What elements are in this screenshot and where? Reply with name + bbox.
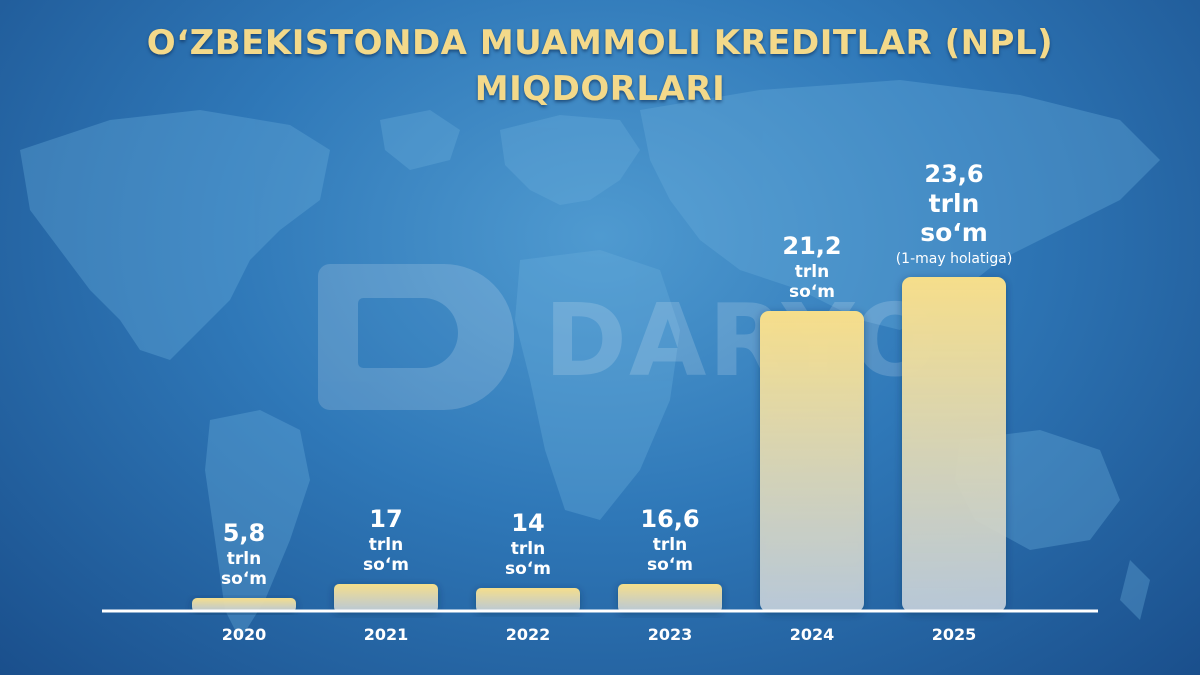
chart-title: O‘ZBEKISTONDA MUAMMOLI KREDITLAR (NPL) M…: [0, 20, 1200, 112]
unit-label: so‘m: [647, 555, 693, 575]
data-label: 23,6: [924, 160, 983, 188]
x-tick-label: 2024: [790, 625, 835, 644]
title-line-1: O‘ZBEKISTONDA MUAMMOLI KREDITLAR (NPL): [146, 23, 1054, 63]
x-tick-label: 2020: [222, 625, 267, 644]
unit-label: trln: [511, 539, 545, 559]
data-label: 21,2: [782, 232, 841, 260]
x-tick-label: 2021: [364, 625, 409, 644]
watermark-logo-icon: [318, 264, 514, 410]
unit-label: trln: [795, 262, 829, 282]
bar-2025: [902, 277, 1006, 612]
x-tick-label: 2025: [932, 625, 977, 644]
x-tick-label: 2022: [506, 625, 551, 644]
unit-label: so‘m: [363, 555, 409, 575]
data-note: (1-may holatiga): [896, 251, 1013, 267]
unit-label: trln: [369, 535, 403, 555]
bar-2021: [334, 584, 438, 612]
data-label: 5,8: [223, 519, 266, 547]
unit-label: so‘m: [505, 559, 551, 579]
bar-2022: [476, 588, 580, 612]
x-tick-label: 2023: [648, 625, 693, 644]
unit-label: trln: [227, 549, 261, 569]
unit-label: so‘m: [920, 218, 988, 247]
data-label: 16,6: [640, 505, 699, 533]
bar-2024: [760, 311, 864, 612]
unit-label: trln: [653, 535, 687, 555]
watermark: DARYO: [318, 264, 938, 414]
bar-2023: [618, 584, 722, 612]
unit-label: so‘m: [221, 569, 267, 589]
watermark-text: DARYO: [544, 282, 940, 399]
title-line-2: MIQDORLARI: [474, 69, 726, 109]
data-label: 14: [511, 509, 544, 537]
data-label: 17: [369, 505, 402, 533]
unit-label: trln: [929, 189, 980, 218]
unit-label: so‘m: [789, 282, 835, 302]
bar-2020: [192, 598, 296, 612]
